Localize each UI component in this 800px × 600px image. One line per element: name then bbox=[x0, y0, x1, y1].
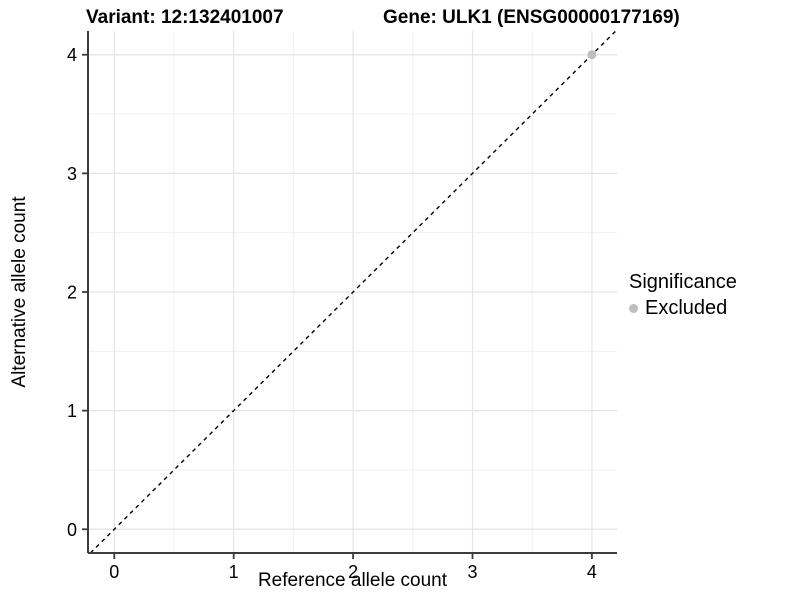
x-tick-label: 1 bbox=[229, 562, 239, 582]
legend-dot-icon bbox=[629, 304, 638, 313]
y-tick-label: 3 bbox=[67, 164, 77, 184]
x-tick-label: 2 bbox=[348, 562, 358, 582]
legend-item-excluded: Excluded bbox=[629, 297, 737, 320]
y-tick-label: 2 bbox=[67, 283, 77, 303]
plot-panel: 0 1 2 3 4 0 1 2 3 4 bbox=[67, 30, 617, 582]
legend-item-label: Excluded bbox=[645, 297, 728, 319]
y-tick-label: 4 bbox=[67, 45, 77, 65]
plot-area-svg: 0 1 2 3 4 0 1 2 3 4 bbox=[67, 30, 617, 582]
diagonal-reference-line bbox=[89, 30, 617, 554]
x-tick-label: 3 bbox=[468, 562, 478, 582]
x-tick-label: 4 bbox=[587, 562, 597, 582]
plot-title-gene: Gene: ULK1 (ENSG00000177169) bbox=[383, 7, 680, 28]
legend-title: Significance bbox=[629, 271, 737, 293]
y-tick-label: 1 bbox=[67, 401, 77, 421]
y-tick-label: 0 bbox=[67, 520, 77, 540]
x-axis-title: Reference allele count bbox=[257, 570, 448, 591]
data-point-excluded bbox=[587, 50, 597, 60]
y-axis-title: Alternative allele count bbox=[9, 196, 30, 388]
legend: Significance Excluded bbox=[629, 271, 737, 320]
plot-title-variant: Variant: 12:132401007 bbox=[86, 7, 284, 28]
x-tick-label: 0 bbox=[109, 562, 119, 582]
